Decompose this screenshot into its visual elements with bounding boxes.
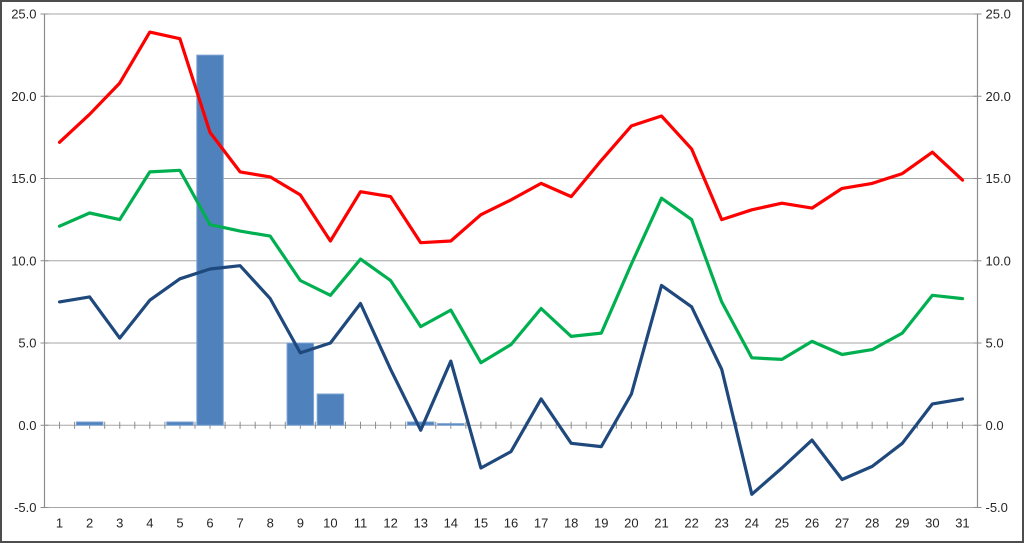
x-axis-label: 16: [504, 516, 518, 531]
x-axis-label: 4: [146, 516, 153, 531]
bar-day-2: [75, 421, 104, 426]
bar-day-10: [316, 393, 345, 426]
x-axis-label: 6: [206, 516, 213, 531]
bar-day-13: [406, 421, 435, 426]
x-axis-label: 9: [297, 516, 304, 531]
x-axis-label: 17: [534, 516, 548, 531]
x-axis-label: 2: [86, 516, 93, 531]
x-axis-label: 29: [895, 516, 909, 531]
x-axis-label: 26: [805, 516, 819, 531]
y-axis-label-right: 25.0: [986, 7, 1011, 22]
y-axis-label-right: 20.0: [986, 89, 1011, 104]
x-axis-label: 28: [865, 516, 879, 531]
x-axis-label: 25: [775, 516, 789, 531]
x-axis-label: 13: [413, 516, 427, 531]
x-axis-label: 10: [323, 516, 337, 531]
x-axis-label: 5: [176, 516, 183, 531]
low-series-line: [57, 264, 965, 496]
x-axis-label: 3: [116, 516, 123, 531]
y-axis-label-left: 10.0: [11, 253, 36, 268]
y-axis-label-left: 0.0: [18, 418, 36, 433]
y-axis-label-left: 25.0: [11, 7, 36, 22]
x-axis-label: 8: [267, 516, 274, 531]
bar-day-9: [286, 342, 315, 426]
x-axis-label: 1: [56, 516, 63, 531]
x-axis-label: 19: [594, 516, 608, 531]
x-axis-label: 11: [354, 516, 368, 531]
x-axis-label: 15: [474, 516, 488, 531]
x-axis-label: 24: [745, 516, 759, 531]
bar-day-6: [196, 54, 224, 426]
y-axis-label-right: -5.0: [986, 500, 1008, 515]
x-axis-label: 14: [444, 516, 458, 531]
x-axis-label: 22: [684, 516, 698, 531]
x-axis-label: 30: [925, 516, 939, 531]
x-axis-label: 27: [835, 516, 849, 531]
y-axis-label-right: 5.0: [986, 336, 1004, 351]
y-axis-label-right: 15.0: [986, 171, 1011, 186]
y-axis-label-left: -5.0: [14, 500, 36, 515]
x-axis-label: 21: [654, 516, 668, 531]
y-axis-label-left: 20.0: [11, 89, 36, 104]
bar-day-14: [437, 423, 465, 426]
x-axis-label: 7: [237, 516, 244, 531]
bar-day-5: [166, 421, 194, 426]
x-axis-label: 12: [383, 516, 397, 531]
mid-series-line: [57, 168, 965, 365]
x-axis-label: 23: [714, 516, 728, 531]
x-axis-label: 31: [955, 516, 969, 531]
y-axis-label-right: 0.0: [986, 418, 1004, 433]
y-axis-label-left: 5.0: [18, 336, 36, 351]
high-series-line: [57, 30, 965, 245]
y-axis-label-left: 15.0: [11, 171, 36, 186]
x-axis-label: 18: [564, 516, 578, 531]
y-axis-label-right: 10.0: [986, 253, 1011, 268]
x-axis-label: 20: [624, 516, 638, 531]
